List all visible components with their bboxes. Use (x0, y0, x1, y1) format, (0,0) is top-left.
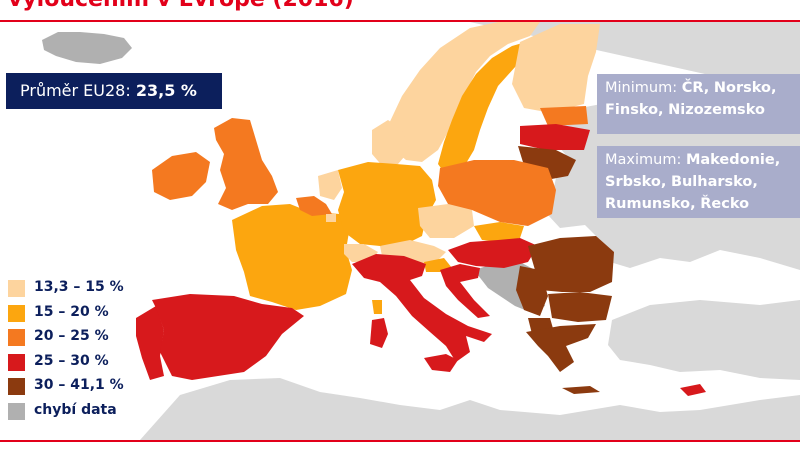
map-title: vyloučením v Evropě (2016) (8, 0, 354, 12)
legend-label: 30 – 41,1 % (34, 377, 124, 393)
land-north-africa (140, 378, 800, 440)
legend-swatch (8, 304, 25, 322)
region-slovakia (474, 222, 524, 242)
europe-map (0, 22, 800, 440)
region-germany (338, 162, 436, 246)
header: vyloučením v Evropě (2016) (0, 0, 800, 22)
legend-swatch (8, 353, 25, 371)
legend-label: 25 – 30 % (34, 352, 109, 369)
title-rule (0, 20, 800, 22)
eu-average-value: 23,5 % (135, 81, 197, 100)
region-portugal (136, 306, 164, 380)
land-iceland (42, 32, 132, 64)
region-estonia (540, 106, 588, 126)
minimum-label: Minimum: (605, 80, 678, 96)
maximum-label: Maximum: (605, 152, 682, 168)
region-uk (214, 118, 278, 210)
region-serbia (516, 266, 548, 316)
region-belgium (296, 196, 332, 216)
maximum-country: Bulharsko, (670, 174, 758, 190)
maximum-box: Maximum: Makedonie, Srbsko, Bulharsko, R… (597, 146, 800, 218)
region-crete (562, 386, 600, 394)
legend-swatch (8, 329, 25, 346)
region-czechia (418, 204, 474, 238)
region-ireland (152, 152, 210, 200)
legend-swatch (8, 378, 25, 395)
minimum-country: Finsko, (605, 102, 664, 118)
region-netherlands (318, 170, 342, 200)
maximum-country: Řecko (700, 196, 750, 212)
region-greece (526, 324, 596, 372)
bottom-rule (0, 440, 800, 442)
legend-label: 13,3 – 15 % (34, 279, 124, 295)
region-sweden (438, 42, 526, 178)
minimum-box: Minimum: ČR, Norsko, Finsko, Nizozemsko (597, 74, 800, 134)
region-cyprus (680, 384, 706, 396)
minimum-country: ČR, (681, 80, 710, 96)
legend-swatch (8, 402, 25, 420)
eu-average-label: Průměr EU28: (20, 81, 131, 100)
region-croatia (440, 264, 490, 318)
region-poland (438, 160, 556, 226)
region-romania (528, 236, 614, 292)
eu-average-box: Průměr EU28: 23,5 % (6, 73, 222, 109)
region-spain (152, 294, 304, 380)
region-latvia (520, 124, 590, 150)
region-finland (512, 24, 600, 112)
legend-swatch (8, 280, 25, 297)
region-france (232, 204, 352, 310)
maximum-country: Makedonie, (685, 152, 781, 168)
legend-label: 15 – 20 % (34, 303, 109, 320)
region-sicily (424, 354, 458, 372)
region-luxembourg (326, 214, 336, 222)
region-hungary (448, 238, 538, 268)
maximum-country: Srbsko, (605, 174, 667, 190)
land-turkey (608, 300, 800, 380)
legend-label: chybí data (34, 401, 117, 418)
region-norway (386, 22, 540, 162)
legend-label: 20 – 25 % (34, 328, 109, 344)
region-bulgaria (548, 292, 612, 322)
maximum-country: Rumunsko, (605, 196, 696, 212)
region-sardinia (370, 318, 388, 348)
region-italy (352, 254, 492, 362)
region-denmark (372, 120, 410, 168)
minimum-country: Norsko, (713, 80, 777, 96)
minimum-country: Nizozemsko (668, 102, 765, 118)
region-corsica (372, 300, 382, 314)
